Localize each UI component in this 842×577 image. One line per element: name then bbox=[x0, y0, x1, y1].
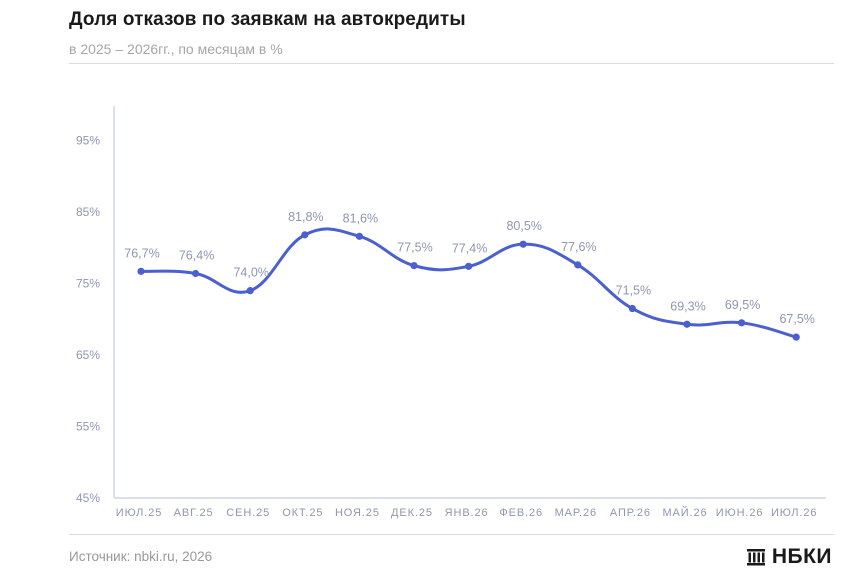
data-point bbox=[738, 319, 746, 327]
x-tick-label: АВГ.25 bbox=[174, 507, 214, 519]
x-axis-ticks: ИЮЛ.25 АВГ.25 СЕН.25 ОКТ.25 НОЯ.25 ДЕК.25 ЯНВ.… bbox=[116, 506, 817, 519]
data-label: 69,5% bbox=[725, 298, 760, 312]
x-tick-label: ДЕК.25 bbox=[391, 507, 433, 519]
data-point bbox=[137, 267, 145, 275]
source-note: Источник: nbki.ru, 2026 bbox=[69, 549, 213, 564]
data-point bbox=[574, 261, 582, 269]
nbki-building-icon bbox=[746, 549, 765, 566]
top-divider bbox=[69, 63, 834, 64]
data-points bbox=[137, 231, 800, 341]
data-point bbox=[683, 320, 691, 328]
logo-text: НБКИ bbox=[771, 545, 832, 568]
data-point bbox=[628, 304, 637, 313]
x-tick-label: МАР.26 bbox=[555, 507, 597, 519]
nbki-logo: НБКИ bbox=[746, 545, 832, 569]
y-tick-label: 65% bbox=[76, 348, 100, 362]
y-tick-label: 55% bbox=[76, 420, 100, 434]
x-tick-label: МАЙ.26 bbox=[662, 506, 707, 519]
data-point bbox=[192, 269, 200, 278]
data-point bbox=[301, 231, 309, 239]
data-point bbox=[792, 333, 800, 341]
bottom-divider bbox=[69, 534, 834, 535]
x-tick-label: СЕН.25 bbox=[226, 507, 270, 519]
data-point bbox=[519, 240, 527, 248]
x-tick-label: ФЕВ.26 bbox=[499, 507, 543, 519]
data-point bbox=[355, 232, 363, 240]
x-tick-label: ИЮЛ.25 bbox=[116, 507, 162, 519]
x-tick-label: АПР.26 bbox=[610, 507, 651, 519]
chart-subtitle: в 2025 – 2026гг., по месяцам в % bbox=[69, 41, 283, 57]
y-tick-label: 45% bbox=[76, 491, 100, 505]
x-tick-label: ИЮЛ.26 bbox=[771, 507, 817, 519]
data-label: 74,0% bbox=[233, 266, 268, 280]
data-label: 80,5% bbox=[506, 219, 541, 233]
data-label: 76,7% bbox=[124, 246, 159, 260]
data-point bbox=[246, 287, 254, 295]
x-tick-label: ЯНВ.26 bbox=[445, 507, 489, 519]
x-tick-label: ОКТ.25 bbox=[282, 507, 323, 519]
data-point bbox=[465, 262, 473, 270]
x-tick-label: НОЯ.25 bbox=[335, 507, 380, 519]
data-label: 77,6% bbox=[561, 240, 596, 254]
data-label: 77,4% bbox=[452, 241, 487, 255]
data-label: 67,5% bbox=[779, 312, 814, 326]
y-axis-ticks: 45% 55% 65% 75% 85% 95% bbox=[76, 134, 100, 506]
data-label: 69,3% bbox=[670, 299, 705, 313]
data-label: 76,4% bbox=[179, 248, 214, 262]
data-label: 71,5% bbox=[616, 284, 651, 298]
y-tick-label: 85% bbox=[76, 205, 100, 219]
x-tick-label: ИЮН.26 bbox=[716, 507, 764, 519]
data-label: 77,5% bbox=[397, 241, 432, 255]
data-label: 81,8% bbox=[288, 210, 323, 224]
chart-axes bbox=[113, 106, 826, 499]
y-tick-label: 75% bbox=[76, 277, 100, 291]
data-labels: 76,7% 76,4% 74,0% 81,8% 81,6% 77,5% 77,4% 80,5%… bbox=[124, 210, 815, 326]
data-label: 81,6% bbox=[343, 211, 378, 225]
y-tick-label: 95% bbox=[76, 134, 100, 148]
chart-title: Доля отказов по заявкам на автокредиты bbox=[69, 9, 466, 30]
data-point bbox=[410, 262, 418, 270]
